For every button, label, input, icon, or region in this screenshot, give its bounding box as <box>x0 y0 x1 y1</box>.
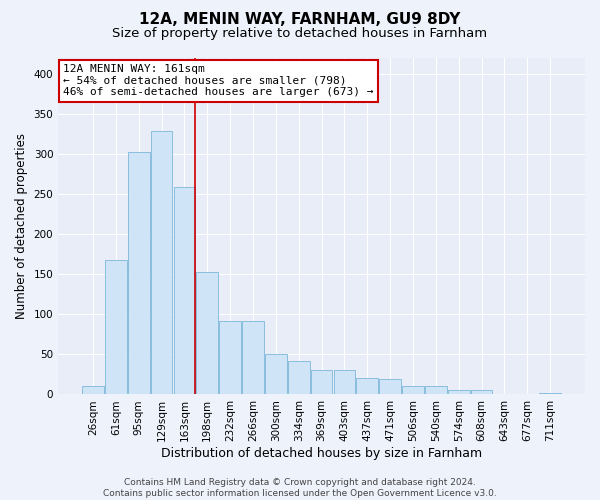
Bar <box>402 386 424 394</box>
Bar <box>128 152 149 394</box>
Bar <box>356 378 378 394</box>
Bar <box>288 361 310 394</box>
Bar <box>242 322 264 394</box>
Text: 12A MENIN WAY: 161sqm
← 54% of detached houses are smaller (798)
46% of semi-det: 12A MENIN WAY: 161sqm ← 54% of detached … <box>64 64 374 98</box>
Bar <box>196 272 218 394</box>
Bar <box>265 354 287 395</box>
Bar <box>173 188 195 394</box>
Bar <box>82 386 104 394</box>
Bar <box>311 370 332 394</box>
Bar <box>539 393 561 394</box>
Text: Size of property relative to detached houses in Farnham: Size of property relative to detached ho… <box>112 28 488 40</box>
Text: Contains HM Land Registry data © Crown copyright and database right 2024.
Contai: Contains HM Land Registry data © Crown c… <box>103 478 497 498</box>
Bar <box>105 260 127 394</box>
Bar <box>219 322 241 394</box>
Bar <box>379 379 401 394</box>
Bar <box>471 390 493 394</box>
X-axis label: Distribution of detached houses by size in Farnham: Distribution of detached houses by size … <box>161 447 482 460</box>
Bar <box>151 132 172 394</box>
Bar <box>448 390 470 394</box>
Text: 12A, MENIN WAY, FARNHAM, GU9 8DY: 12A, MENIN WAY, FARNHAM, GU9 8DY <box>139 12 461 28</box>
Bar <box>334 370 355 394</box>
Bar <box>425 386 447 394</box>
Y-axis label: Number of detached properties: Number of detached properties <box>15 133 28 319</box>
